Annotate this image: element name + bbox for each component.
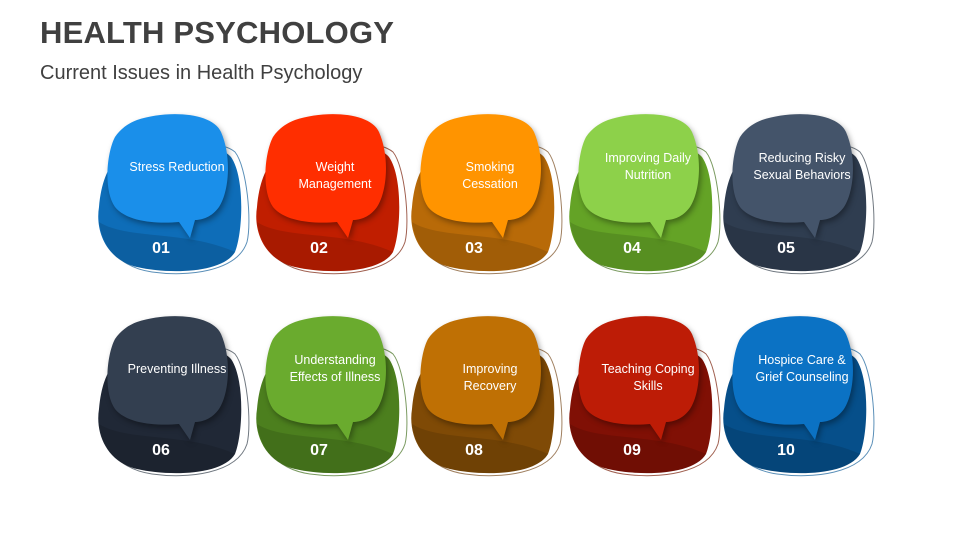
speech-bubble-icon [256, 114, 408, 275]
issue-number: 01 [152, 240, 170, 257]
speech-bubble-icon [411, 316, 563, 477]
issue-label: Teaching Coping Skills [601, 362, 695, 393]
issue-card-10: Hospice Care & Grief Counseling 10 [722, 314, 882, 484]
issue-number: 04 [623, 240, 641, 257]
issue-label: Weight Management [298, 160, 372, 191]
issue-number: 05 [777, 240, 795, 257]
speech-bubble-icon [723, 316, 875, 477]
speech-bubble-icon [256, 316, 408, 477]
speech-bubble-icon [98, 114, 250, 275]
issue-label: Preventing Illness [127, 362, 227, 376]
issue-number: 06 [152, 442, 170, 459]
issue-label: Improving Recovery [462, 362, 518, 393]
issue-card-08: Improving Recovery 08 [410, 314, 570, 484]
issue-card-03: Smoking Cessation 03 [410, 112, 570, 282]
issue-label: Understanding Effects of Illness [289, 353, 381, 384]
issue-card-09: Teaching Coping Skills 09 [568, 314, 728, 484]
issue-number: 07 [310, 442, 328, 459]
issue-number: 08 [465, 442, 483, 459]
issue-card-07: Understanding Effects of Illness 07 [255, 314, 415, 484]
issue-card-02: Weight Management 02 [255, 112, 415, 282]
issue-card-05: Reducing Risky Sexual Behaviors 05 [722, 112, 882, 282]
issue-number: 09 [623, 442, 641, 459]
issue-number: 10 [777, 442, 795, 459]
issue-card-01: Stress Reduction 01 [97, 112, 257, 282]
speech-bubble-icon [569, 316, 721, 477]
speech-bubble-icon [723, 114, 875, 275]
issue-card-06: Preventing Illness 06 [97, 314, 257, 484]
slide-subtitle: Current Issues in Health Psychology [40, 62, 363, 84]
issue-number: 02 [310, 240, 328, 257]
issue-number: 03 [465, 240, 483, 257]
issue-label: Reducing Risky Sexual Behaviors [753, 151, 851, 182]
speech-bubble-icon [411, 114, 563, 275]
issue-label: Stress Reduction [129, 160, 225, 174]
issue-label: Hospice Care & Grief Counseling [755, 353, 849, 384]
issue-label: Smoking Cessation [462, 160, 518, 191]
speech-bubble-icon [569, 114, 721, 275]
slide-title: HEALTH PSYCHOLOGY [40, 15, 395, 50]
issue-card-04: Improving Daily Nutrition 04 [568, 112, 728, 282]
speech-bubble-icon [98, 316, 250, 477]
issue-label: Improving Daily Nutrition [604, 151, 692, 182]
